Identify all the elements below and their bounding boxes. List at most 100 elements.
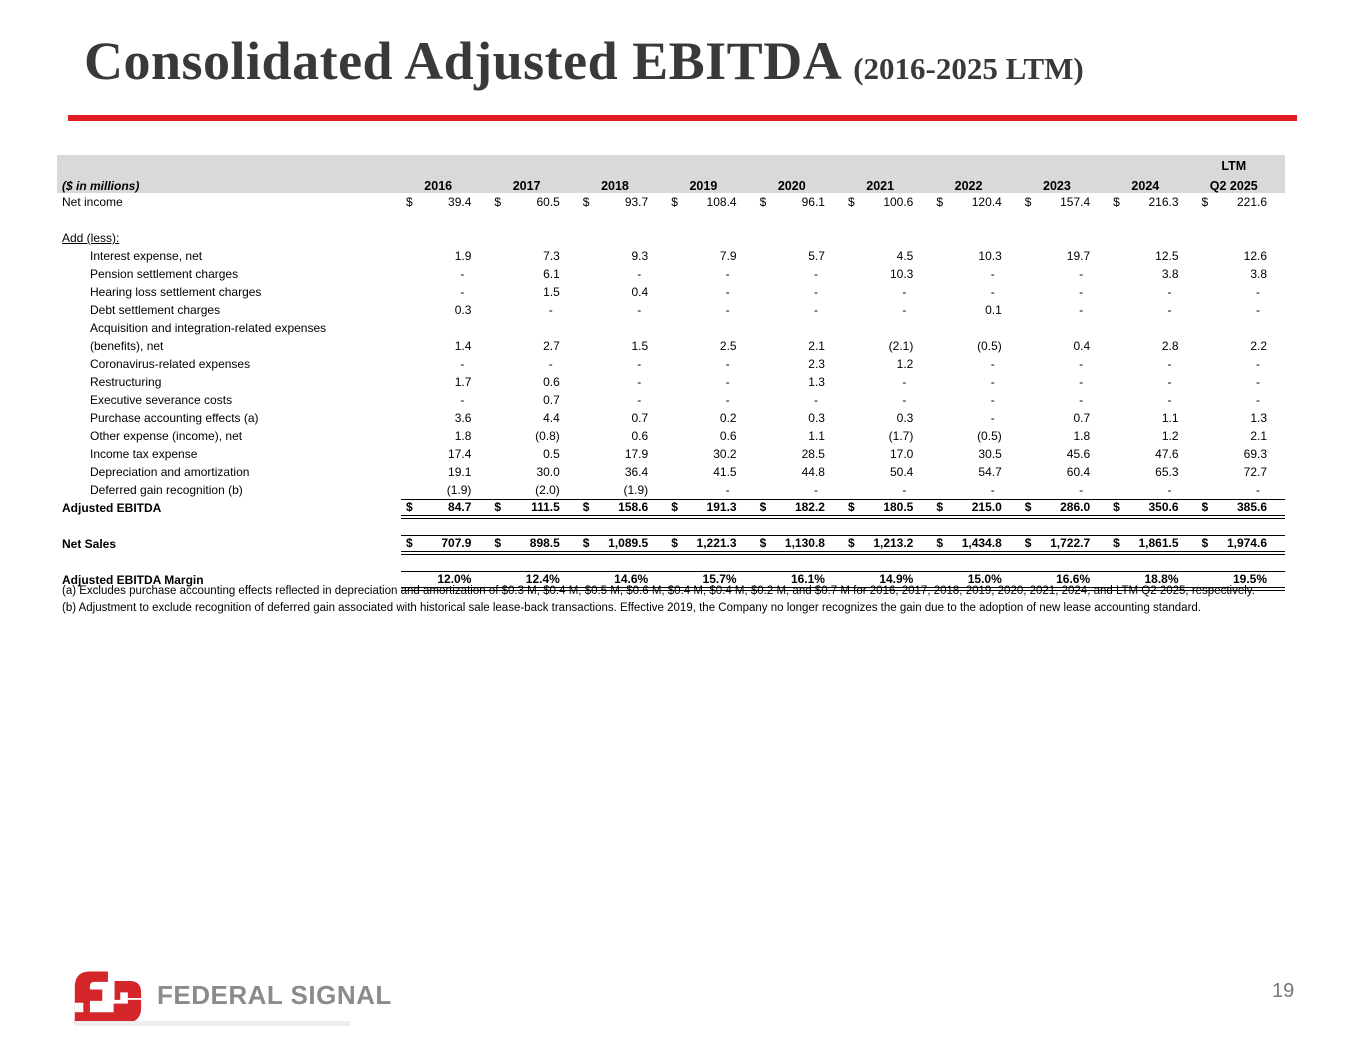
value-cell bbox=[401, 229, 489, 247]
year-header: Q2 2025 bbox=[1196, 173, 1285, 193]
value-cell: 1.3 bbox=[808, 375, 825, 389]
page-title: Consolidated Adjusted EBITDA (2016-2025 … bbox=[84, 30, 1084, 92]
value-cell: - bbox=[1256, 482, 1260, 497]
footnote-b: (b) Adjustment to exclude recognition of… bbox=[62, 602, 1201, 614]
value-cell: - bbox=[1079, 393, 1084, 407]
value-cell: $385.6 bbox=[1196, 498, 1285, 519]
value-cell: - bbox=[1079, 285, 1084, 299]
value-cell: 19.5% bbox=[1196, 570, 1285, 591]
federal-signal-logo-icon bbox=[74, 971, 142, 1024]
table-row: (benefits), net 1.4 2.7 1.5 2.5 2.1 (2.1) (0.5)… bbox=[57, 337, 1285, 355]
ebitda-table: LTM ($ in millions) 2016 2017 2018 2019 2020 20… bbox=[57, 155, 1285, 591]
value-cell: 0.7 bbox=[543, 393, 560, 407]
value-cell: - bbox=[813, 303, 818, 317]
value-cell: 1.8 bbox=[454, 429, 472, 443]
value-cell: - bbox=[725, 357, 730, 371]
ltm-header bbox=[666, 155, 755, 173]
year-header: 2018 bbox=[577, 173, 667, 193]
value-cell: 0.6 bbox=[719, 429, 737, 443]
value-cell: 1.5 bbox=[543, 285, 560, 299]
value-cell bbox=[1020, 319, 1108, 337]
value-cell: 17.4 bbox=[448, 447, 472, 461]
value-cell: $215.0 bbox=[931, 498, 1020, 519]
value-cell: $221.6 bbox=[1201, 195, 1267, 209]
value-cell bbox=[1197, 229, 1285, 247]
value-cell: $108.4 bbox=[671, 195, 737, 209]
value-cell: - bbox=[990, 285, 995, 299]
value-cell: 1.8 bbox=[1073, 429, 1091, 443]
value-cell: 1.4 bbox=[454, 339, 472, 353]
value-cell: $1,722.7 bbox=[1019, 534, 1109, 555]
value-cell bbox=[755, 229, 843, 247]
value-cell: (1.9) bbox=[446, 482, 472, 497]
value-cell: (1.9) bbox=[623, 482, 649, 497]
value-cell: 4.5 bbox=[896, 249, 914, 263]
value-cell: (1.7) bbox=[888, 429, 914, 443]
value-cell: 12.4% bbox=[489, 570, 578, 591]
value-cell: $216.3 bbox=[1113, 195, 1179, 209]
page-number: 19 bbox=[1272, 980, 1295, 1002]
value-cell: 1.9 bbox=[454, 249, 472, 263]
company-logo: FEDERAL SIGNAL bbox=[71, 967, 392, 1029]
value-cell: $191.3 bbox=[666, 498, 755, 519]
value-cell: $93.7 bbox=[582, 195, 649, 209]
value-cell: 1.1 bbox=[1161, 411, 1179, 425]
value-cell: 4.4 bbox=[543, 411, 560, 425]
value-cell: $60.5 bbox=[494, 195, 560, 209]
value-cell: $1,861.5 bbox=[1108, 534, 1197, 555]
spacer-row bbox=[57, 211, 1285, 229]
value-cell: - bbox=[1079, 303, 1084, 317]
year-header: 2017 bbox=[489, 173, 578, 193]
value-cell: 17.9 bbox=[624, 447, 649, 461]
value-cell: - bbox=[1256, 375, 1260, 389]
value-cell: 1.1 bbox=[808, 429, 825, 443]
value-cell: - bbox=[1079, 357, 1084, 371]
value-cell: 3.8 bbox=[1161, 267, 1179, 281]
value-cell: (0.5) bbox=[977, 429, 1002, 443]
value-cell: $1,213.2 bbox=[842, 534, 932, 555]
row-label: Acquisition and integration-related expe… bbox=[90, 321, 327, 335]
value-cell: 12.0% bbox=[401, 570, 490, 591]
value-cell: 1.2 bbox=[1161, 429, 1179, 443]
row-label: Deferred gain recognition (b) bbox=[90, 483, 243, 497]
value-cell: - bbox=[1079, 482, 1084, 497]
value-cell: 0.7 bbox=[631, 411, 649, 425]
ltm-header bbox=[931, 155, 1020, 173]
value-cell: 0.4 bbox=[1073, 339, 1091, 353]
value-cell: - bbox=[902, 482, 907, 497]
value-cell: 65.3 bbox=[1155, 465, 1179, 479]
value-cell bbox=[666, 319, 754, 337]
value-cell: $120.4 bbox=[936, 195, 1002, 209]
value-cell: - bbox=[1079, 267, 1084, 281]
value-cell: 18.8% bbox=[1108, 570, 1197, 591]
value-cell: $286.0 bbox=[1019, 498, 1109, 519]
value-cell bbox=[1020, 229, 1108, 247]
value-cell: 2.8 bbox=[1161, 339, 1179, 353]
ltm-header bbox=[1108, 155, 1197, 173]
logo-wordmark: FEDERAL SIGNAL bbox=[157, 979, 392, 1010]
value-cell: 0.4 bbox=[631, 285, 649, 299]
value-cell: 2.1 bbox=[1250, 429, 1267, 443]
table-row: Depreciation and amortization 19.1 30.0 36.… bbox=[57, 463, 1285, 481]
value-cell: 41.5 bbox=[713, 465, 737, 479]
value-cell: 30.0 bbox=[536, 465, 560, 479]
value-cell: 2.5 bbox=[719, 339, 737, 353]
value-cell: $39.4 bbox=[406, 195, 472, 209]
year-header: 2021 bbox=[842, 173, 932, 193]
value-cell: - bbox=[725, 482, 730, 497]
value-cell: 19.7 bbox=[1066, 249, 1091, 263]
table-row: Executive severance costs - 0.7 - - - - - - - - bbox=[57, 391, 1285, 409]
value-cell: - bbox=[1256, 393, 1260, 407]
table-row: Restructuring 1.7 0.6 - - 1.3 - - - - - bbox=[57, 373, 1285, 391]
value-cell: - bbox=[902, 303, 907, 317]
year-header: 2019 bbox=[666, 173, 755, 193]
value-cell: 0.6 bbox=[631, 429, 649, 443]
value-cell: - bbox=[637, 267, 642, 281]
value-cell: - bbox=[990, 375, 995, 389]
value-cell: 0.5 bbox=[543, 447, 560, 461]
value-cell: 54.7 bbox=[978, 465, 1002, 479]
row-label: Coronavirus-related expenses bbox=[90, 357, 251, 371]
value-cell: $1,974.6 bbox=[1196, 534, 1285, 555]
value-cell: $96.1 bbox=[759, 195, 825, 209]
value-cell: - bbox=[1167, 357, 1172, 371]
